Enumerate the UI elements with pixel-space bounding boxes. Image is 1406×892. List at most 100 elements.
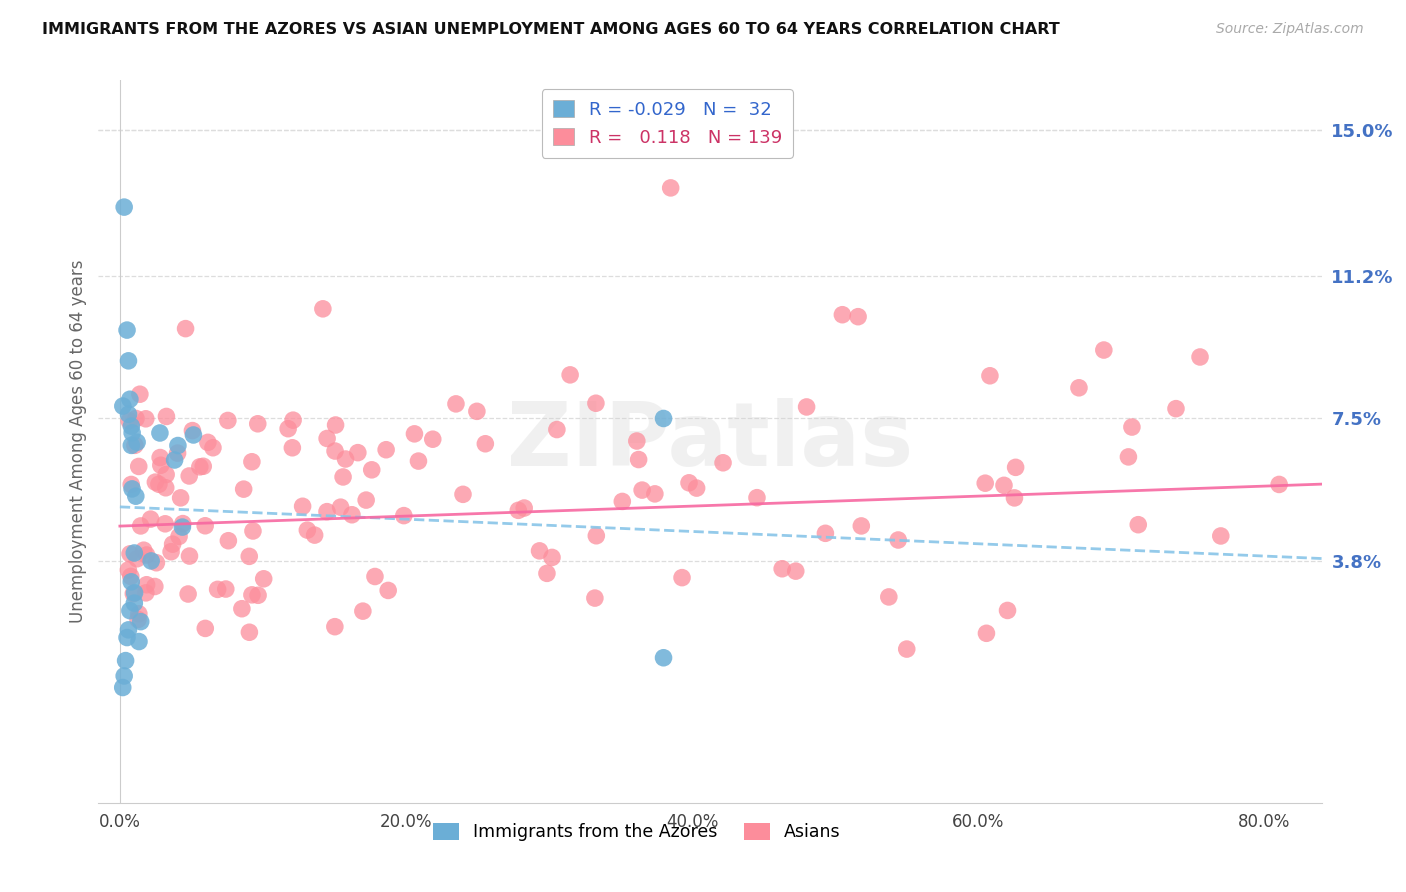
Point	[377, 583, 399, 598]
Point	[508, 503, 530, 517]
Point	[896, 642, 918, 657]
Point	[1209, 529, 1232, 543]
Point	[1092, 343, 1115, 357]
Point	[770, 562, 793, 576]
Point	[678, 475, 700, 490]
Point	[112, 669, 135, 683]
Point	[976, 626, 998, 640]
Point	[465, 404, 488, 418]
Point	[201, 441, 224, 455]
Text: Source: ZipAtlas.com: Source: ZipAtlas.com	[1216, 22, 1364, 37]
Point	[404, 426, 426, 441]
Point	[117, 354, 139, 368]
Point	[135, 548, 157, 562]
Point	[114, 654, 136, 668]
Point	[1004, 460, 1026, 475]
Point	[127, 612, 149, 626]
Point	[335, 452, 357, 467]
Point	[120, 477, 142, 491]
Point	[364, 569, 387, 583]
Point	[163, 453, 186, 467]
Point	[1189, 350, 1212, 364]
Point	[979, 368, 1001, 383]
Point	[711, 456, 734, 470]
Point	[997, 603, 1019, 617]
Point	[132, 543, 155, 558]
Point	[242, 524, 264, 538]
Point	[124, 438, 146, 452]
Point	[659, 181, 682, 195]
Point	[513, 501, 536, 516]
Point	[277, 422, 299, 436]
Point	[115, 323, 138, 337]
Point	[612, 494, 634, 508]
Point	[652, 650, 675, 665]
Point	[1164, 401, 1187, 416]
Point	[297, 523, 319, 537]
Point	[128, 459, 150, 474]
Point	[197, 435, 219, 450]
Point	[118, 392, 141, 407]
Point	[143, 580, 166, 594]
Point	[217, 413, 239, 427]
Point	[193, 459, 215, 474]
Point	[117, 407, 139, 421]
Point	[162, 537, 184, 551]
Point	[626, 434, 648, 448]
Point	[149, 458, 172, 473]
Point	[129, 615, 152, 629]
Point	[1004, 491, 1026, 505]
Point	[240, 455, 263, 469]
Point	[585, 396, 607, 410]
Point	[422, 432, 444, 446]
Point	[124, 546, 146, 560]
Text: ZIPatlas: ZIPatlas	[508, 398, 912, 485]
Point	[177, 587, 200, 601]
Point	[585, 529, 607, 543]
Point	[172, 520, 194, 534]
Point	[246, 417, 269, 431]
Point	[325, 417, 347, 432]
Text: IMMIGRANTS FROM THE AZORES VS ASIAN UNEMPLOYMENT AMONG AGES 60 TO 64 YEARS CORRE: IMMIGRANTS FROM THE AZORES VS ASIAN UNEM…	[42, 22, 1060, 37]
Point	[352, 604, 374, 618]
Point	[671, 571, 693, 585]
Point	[183, 428, 205, 442]
Point	[111, 681, 134, 695]
Point	[974, 476, 997, 491]
Point	[583, 591, 606, 606]
Point	[194, 621, 217, 635]
Point	[360, 463, 382, 477]
Point	[851, 519, 873, 533]
Point	[536, 566, 558, 581]
Point	[188, 459, 211, 474]
Point	[181, 424, 204, 438]
Point	[877, 590, 900, 604]
Point	[217, 533, 239, 548]
Point	[546, 423, 568, 437]
Point	[135, 586, 157, 600]
Point	[231, 601, 253, 615]
Point	[120, 574, 142, 589]
Point	[135, 412, 157, 426]
Point	[174, 321, 197, 335]
Point	[215, 582, 238, 596]
Point	[814, 526, 837, 541]
Point	[117, 563, 139, 577]
Point	[149, 450, 172, 465]
Point	[118, 604, 141, 618]
Point	[323, 620, 346, 634]
Point	[120, 419, 142, 434]
Point	[253, 572, 276, 586]
Point	[125, 551, 148, 566]
Point	[135, 578, 157, 592]
Point	[644, 487, 666, 501]
Point	[118, 547, 141, 561]
Point	[155, 409, 177, 424]
Point	[312, 301, 335, 316]
Point	[347, 445, 370, 459]
Point	[207, 582, 229, 597]
Point	[121, 425, 143, 440]
Point	[451, 487, 474, 501]
Point	[1067, 381, 1090, 395]
Point	[167, 529, 190, 543]
